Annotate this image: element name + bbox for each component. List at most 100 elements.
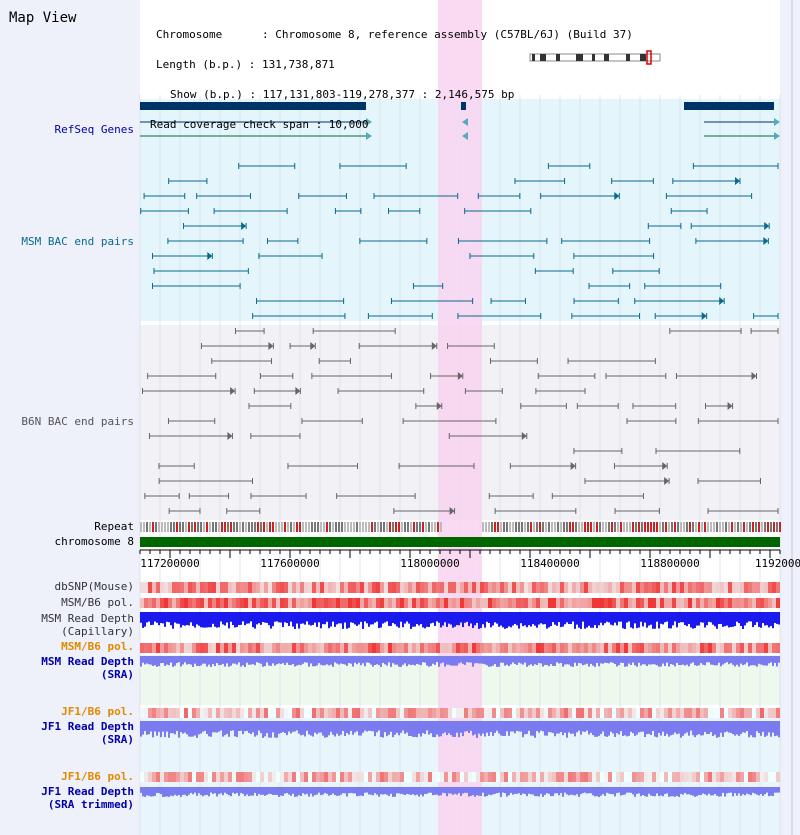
polymorphism-cell: [252, 708, 256, 718]
read-depth-bar: [434, 656, 436, 665]
polymorphism-cell: [228, 708, 232, 718]
read-depth-bar: [666, 787, 668, 794]
read-depth-bar: [238, 612, 240, 625]
read-depth-bar: [656, 721, 658, 738]
read-depth-bar: [746, 787, 748, 794]
polymorphism-cell: [468, 643, 472, 653]
read-depth-bar: [564, 787, 566, 793]
polymorphism-cell: [140, 598, 144, 608]
read-depth-bar: [208, 612, 210, 628]
read-depth-bar: [562, 721, 564, 736]
read-depth-bar: [620, 612, 622, 622]
read-depth-bar: [568, 787, 570, 796]
polymorphism-cell: [492, 582, 496, 593]
polymorphism-cell: [388, 772, 392, 782]
read-depth-bar: [610, 787, 612, 794]
read-depth-bar: [654, 656, 656, 665]
polymorphism-cell: [492, 772, 496, 782]
read-depth-bar: [694, 656, 696, 666]
polymorphism-cell: [336, 582, 340, 593]
polymorphism-cell: [480, 708, 484, 718]
polymorphism-cell: [344, 772, 348, 782]
polymorphism-cell: [172, 708, 176, 718]
read-depth-bar: [274, 612, 276, 622]
read-depth-bar: [392, 656, 394, 664]
read-depth-bar: [586, 787, 588, 794]
ideogram-band: [604, 54, 609, 61]
repeat-mark: [290, 522, 292, 532]
read-depth-bar: [304, 656, 306, 663]
read-depth-bar: [296, 656, 298, 666]
read-depth-bar: [382, 656, 384, 663]
polymorphism-cell: [528, 772, 532, 782]
polymorphism-cell: [544, 582, 548, 593]
polymorphism-cell: [768, 643, 772, 653]
read-depth-bar: [150, 656, 152, 665]
polymorphism-cell: [340, 598, 344, 608]
b6n-bac-pair-arrow: [230, 387, 236, 395]
polymorphism-cell: [208, 598, 212, 608]
polymorphism-cell: [588, 598, 592, 608]
polymorphism-cell: [308, 643, 312, 653]
read-depth-bar: [342, 612, 344, 629]
polymorphism-cell: [564, 582, 568, 593]
read-depth-bar: [188, 787, 190, 795]
b6n-bac-label[interactable]: B6N BAC end pairs: [21, 415, 134, 428]
read-depth-bar: [450, 721, 452, 736]
polymorphism-cell: [348, 708, 352, 718]
read-depth-bar: [504, 656, 506, 666]
repeat-mark: [218, 522, 220, 532]
polymorphism-cell: [340, 582, 344, 593]
read-depth-bar: [720, 612, 722, 624]
read-depth-bar: [576, 721, 578, 733]
read-depth-bar: [180, 612, 182, 628]
refseq-label[interactable]: RefSeq Genes: [54, 123, 134, 136]
repeat-mark: [776, 522, 778, 532]
polymorphism-cell: [548, 598, 552, 608]
repeat-mark: [725, 522, 727, 532]
read-depth-bar: [464, 656, 466, 665]
read-depth-bar: [182, 612, 184, 626]
polymorphism-cell: [624, 598, 628, 608]
read-depth-bar: [666, 721, 668, 734]
polymorphism-cell: [712, 598, 716, 608]
read-depth-bar: [678, 721, 680, 734]
repeat-mark: [653, 522, 655, 532]
polymorphism-cell: [776, 582, 780, 593]
polymorphism-cell: [604, 708, 608, 718]
polymorphism-cell: [600, 708, 604, 718]
repeat-mark: [620, 522, 622, 532]
polymorphism-cell: [388, 598, 392, 608]
read-depth-bar: [488, 612, 490, 624]
read-depth-bar: [746, 721, 748, 731]
read-depth-bar: [670, 656, 672, 665]
repeat-mark: [737, 522, 739, 532]
read-depth-bar: [766, 656, 768, 666]
polymorphism-cell: [740, 772, 744, 782]
read-depth-bar: [674, 612, 676, 622]
polymorphism-cell: [764, 708, 768, 718]
polymorphism-cell: [368, 643, 372, 653]
read-depth-bar: [384, 721, 386, 733]
read-depth-bar: [254, 787, 256, 793]
read-depth-bar: [516, 612, 518, 626]
polymorphism-cell: [624, 708, 628, 718]
repeat-mark: [332, 522, 334, 532]
msm-bac-label[interactable]: MSM BAC end pairs: [21, 235, 134, 248]
read-depth-bar: [264, 721, 266, 737]
read-depth-bar: [494, 787, 496, 794]
polymorphism-cell: [256, 772, 260, 782]
read-depth-bar: [754, 787, 756, 794]
read-depth-bar: [194, 721, 196, 736]
polymorphism-cell: [364, 708, 368, 718]
read-depth-bar: [142, 787, 144, 797]
repeat-mark: [338, 522, 340, 532]
read-depth-bar: [440, 612, 442, 628]
read-depth-bar: [474, 612, 476, 626]
polymorphism-cell: [568, 643, 572, 653]
read-depth-bar: [674, 721, 676, 733]
polymorphism-cell: [732, 708, 736, 718]
read-depth-bar: [174, 656, 176, 666]
read-depth-bar: [362, 721, 364, 733]
